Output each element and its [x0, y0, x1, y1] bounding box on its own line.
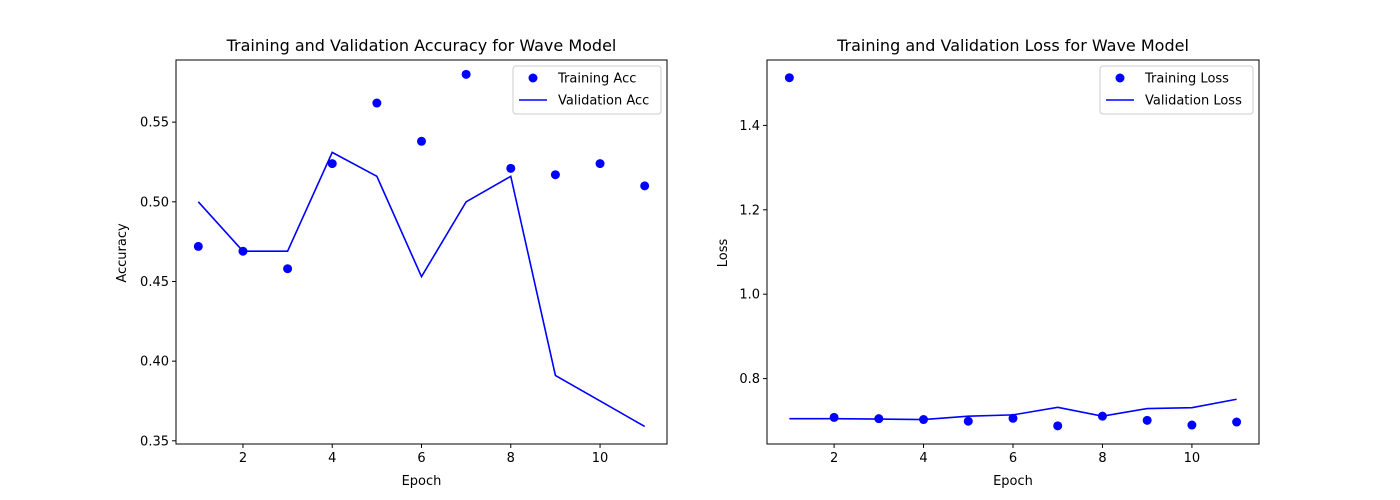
loss-legend-label: Training Loss	[1144, 72, 1229, 87]
accuracy-training-point	[506, 163, 516, 173]
loss-x-axis-label: Epoch	[993, 474, 1033, 489]
accuracy-training-point	[417, 136, 426, 146]
loss-legend-marker-swatch	[1115, 73, 1125, 83]
accuracy-legend-label: Validation Acc	[558, 94, 649, 109]
loss-x-tick-label: 10	[1184, 451, 1201, 466]
loss-x-tick-label: 8	[1098, 451, 1106, 466]
accuracy-y-tick-label: 0.50	[140, 195, 169, 210]
accuracy-x-tick-label: 2	[239, 451, 247, 466]
loss-y-tick-label: 1.0	[739, 288, 760, 303]
accuracy-chart: Training and Validation Accuracy for Wav…	[115, 36, 668, 489]
loss-training-point	[1187, 420, 1197, 430]
loss-y-tick-label: 0.8	[739, 372, 760, 387]
loss-legend	[1099, 65, 1254, 115]
loss-training-point	[963, 416, 973, 426]
accuracy-training-point	[372, 98, 382, 108]
accuracy-training-point	[283, 264, 293, 274]
accuracy-y-tick-label: 0.45	[140, 275, 169, 290]
accuracy-training-point	[640, 181, 650, 191]
accuracy-x-tick-label: 4	[328, 451, 336, 466]
accuracy-y-axis-label: Accuracy	[115, 223, 130, 283]
accuracy-x-tick-label: 10	[592, 451, 609, 466]
loss-training-point	[784, 73, 794, 83]
loss-validation-line	[789, 398, 1237, 421]
loss-x-tick-label: 6	[1009, 451, 1017, 466]
accuracy-y-tick-label: 0.40	[140, 355, 169, 370]
loss-legend-label: Validation Loss	[1145, 94, 1242, 109]
loss-chart-title: Training and Validation Loss for Wave Mo…	[836, 36, 1189, 55]
accuracy-x-tick-label: 6	[417, 451, 425, 466]
accuracy-plot-area: 2 4 6 8 10 0.35 0.40 0.45 0.50 0.55 Training Acc Va…	[140, 59, 668, 466]
accuracy-chart-title: Training and Validation Accuracy for Wav…	[226, 36, 617, 55]
loss-x-tick-label: 2	[830, 451, 838, 466]
accuracy-training-point	[550, 170, 560, 180]
loss-training-point	[829, 412, 839, 422]
loss-axes-frame	[766, 59, 1260, 445]
accuracy-training-point	[327, 159, 337, 169]
accuracy-x-tick-label: 8	[507, 451, 515, 466]
accuracy-x-axis-label: Epoch	[402, 474, 442, 489]
loss-training-point	[1053, 421, 1063, 431]
accuracy-y-tick-label: 0.35	[140, 434, 169, 449]
loss-y-axis-label: Loss	[716, 239, 731, 268]
loss-training-point	[1142, 415, 1152, 425]
loss-chart: Training and Validation Loss for Wave Mo…	[716, 36, 1260, 489]
accuracy-y-tick-label: 0.55	[140, 116, 169, 131]
loss-plot-area: 2 4 6 8 10 0.8 1.0 1.2 1.4 Training Loss Validatio…	[739, 59, 1260, 466]
accuracy-training-point	[595, 159, 605, 169]
accuracy-legend	[512, 65, 662, 115]
loss-training-point	[1232, 417, 1242, 427]
loss-y-tick-label: 1.4	[739, 119, 760, 134]
loss-training-point	[1008, 413, 1018, 423]
loss-y-tick-label: 1.2	[739, 203, 760, 218]
loss-x-tick-label: 4	[919, 451, 927, 466]
accuracy-validation-line	[197, 151, 646, 428]
accuracy-legend-label: Training Acc	[557, 72, 636, 87]
accuracy-training-point	[193, 241, 203, 251]
accuracy-training-point	[461, 69, 471, 79]
accuracy-legend-marker-swatch	[528, 73, 538, 83]
